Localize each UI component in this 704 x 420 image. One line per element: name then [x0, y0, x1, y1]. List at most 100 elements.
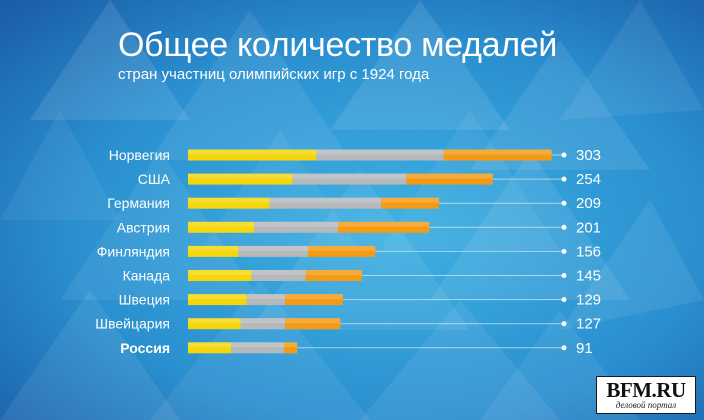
bar-segment-highlight [188, 270, 252, 275]
bar-segment-highlight [188, 245, 239, 251]
bar-segment-bronze [406, 173, 493, 185]
bar-segment-silver [254, 221, 338, 233]
bar-segment-gold [188, 342, 232, 354]
total-value-label: 156 [576, 243, 601, 260]
bar-segment-silver [238, 245, 308, 257]
bar-segment-gold [188, 294, 247, 306]
bar-segment-highlight [316, 149, 444, 155]
bar-segment-highlight [305, 270, 362, 275]
bar-segment-gold [188, 245, 239, 257]
bar-segment-gold [188, 197, 270, 209]
bar-segment-highlight [238, 245, 308, 251]
bar-segment-highlight [246, 294, 286, 300]
bar-segment-gold [188, 173, 293, 185]
bar-segment-highlight [188, 221, 254, 227]
bar-segment-highlight [188, 342, 232, 348]
total-value-label: 127 [576, 316, 601, 333]
bar-segment-silver [231, 342, 284, 354]
bar-segment-bronze [284, 342, 298, 354]
bar-segment-gold [188, 221, 254, 233]
bar-segment-bronze [308, 245, 376, 257]
bar-segment-silver [269, 197, 382, 209]
background-triangle [60, 150, 260, 300]
bar-segment-bronze [305, 270, 362, 281]
category-label: Германия [107, 195, 170, 211]
bar-segment-highlight [285, 294, 343, 300]
background-triangle [330, 0, 510, 130]
background-triangle [0, 110, 120, 220]
category-label: Норвегия [109, 147, 170, 163]
chart-subtitle: стран участниц олимпийских игр с 1924 го… [118, 66, 430, 83]
bar-segment-highlight [443, 149, 552, 155]
guide-dot [561, 345, 567, 351]
bar-segment-highlight [188, 318, 241, 324]
bar-segment-highlight [308, 245, 376, 251]
bar-segment-highlight [254, 221, 338, 227]
background-triangle [360, 300, 560, 420]
bar-segment-silver [246, 294, 286, 306]
category-label: Австрия [117, 219, 170, 235]
bar-segment-highlight [285, 318, 341, 324]
bar-segment-highlight [251, 270, 306, 275]
bar-segment-highlight [188, 173, 293, 179]
bfm-logo: BFM.RU деловой портал [596, 376, 696, 414]
guide-dot [561, 297, 567, 303]
background-triangle [560, 0, 704, 120]
bar-segment-silver [240, 318, 286, 330]
bar-segment-highlight [338, 221, 430, 227]
background-triangle [430, 150, 630, 300]
guide-dot [561, 321, 567, 327]
total-value-label: 209 [576, 195, 601, 212]
bar-segment-highlight [240, 318, 286, 324]
bar-segment-bronze [443, 149, 552, 161]
guide-dot [561, 273, 567, 278]
logo-subtext: деловой портал [615, 400, 677, 410]
guide-dot [561, 152, 567, 158]
bar-segment-bronze [285, 318, 341, 330]
total-value-label: 201 [576, 219, 601, 236]
bar-segment-highlight [231, 342, 284, 348]
guide-dot [561, 200, 567, 206]
bar-segment-highlight [188, 149, 317, 155]
bar-segment-highlight [292, 173, 407, 179]
bar-segment-gold [188, 318, 241, 330]
bar-segment-highlight [406, 173, 493, 179]
background-triangle [150, 10, 350, 160]
bar-segment-gold [188, 149, 317, 161]
category-label: США [138, 171, 171, 187]
bar-segment-highlight [269, 197, 382, 203]
background-triangle [470, 40, 650, 170]
background-triangle [560, 200, 704, 330]
bar-segment-highlight [284, 342, 298, 348]
bar-segment-bronze [381, 197, 439, 209]
guide-dot [561, 248, 567, 254]
bar-segment-highlight [188, 197, 270, 203]
bar-segment-bronze [338, 221, 430, 233]
bar-segment-bronze [285, 294, 343, 306]
background-triangle [30, 0, 190, 120]
bar-segment-silver [292, 173, 407, 185]
logo-text: BFM.RU [606, 378, 686, 402]
total-value-label: 91 [576, 340, 593, 357]
category-label: Швеция [119, 292, 170, 308]
total-value-label: 145 [576, 268, 601, 285]
guide-dot [561, 224, 567, 230]
chart-title: Общее количество медалей [118, 26, 558, 64]
total-value-label: 254 [576, 171, 601, 188]
bar-segment-silver [251, 270, 306, 281]
bar-segment-gold [188, 270, 252, 281]
guide-dot [561, 176, 567, 182]
category-label: Швейцария [95, 316, 170, 332]
category-label: Канада [123, 268, 171, 284]
total-value-label: 303 [576, 147, 601, 164]
bar-segment-highlight [188, 294, 247, 300]
bar-segment-highlight [381, 197, 439, 203]
category-label: Финляндия [97, 243, 170, 259]
category-label: Россия [120, 340, 170, 356]
total-value-label: 129 [576, 292, 601, 309]
background-triangle [0, 290, 180, 420]
bar-segment-silver [316, 149, 444, 161]
